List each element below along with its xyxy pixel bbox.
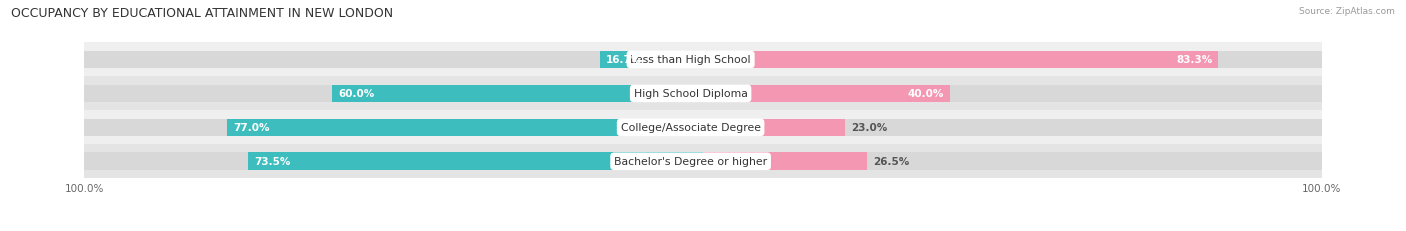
Text: OCCUPANCY BY EDUCATIONAL ATTAINMENT IN NEW LONDON: OCCUPANCY BY EDUCATIONAL ATTAINMENT IN N… [11, 7, 394, 20]
Text: 60.0%: 60.0% [337, 89, 374, 99]
Text: Source: ZipAtlas.com: Source: ZipAtlas.com [1299, 7, 1395, 16]
Text: 40.0%: 40.0% [908, 89, 945, 99]
Text: Less than High School: Less than High School [630, 55, 751, 65]
Text: 73.5%: 73.5% [254, 157, 291, 167]
Bar [84, 119, 703, 137]
Bar [84, 51, 703, 69]
Bar [703, 51, 1219, 69]
Bar [703, 119, 1322, 137]
Text: 83.3%: 83.3% [1175, 55, 1212, 65]
Text: Bachelor's Degree or higher: Bachelor's Degree or higher [614, 157, 768, 167]
Bar [703, 153, 1322, 170]
Text: 26.5%: 26.5% [873, 157, 910, 167]
Bar [84, 43, 1322, 77]
Text: 23.0%: 23.0% [852, 123, 887, 133]
Bar [84, 111, 1322, 145]
Bar [703, 85, 950, 103]
Text: College/Associate Degree: College/Associate Degree [620, 123, 761, 133]
Bar [703, 85, 1322, 103]
Text: High School Diploma: High School Diploma [634, 89, 748, 99]
Bar [226, 119, 703, 137]
Text: 77.0%: 77.0% [233, 123, 270, 133]
Bar [84, 153, 703, 170]
Bar [332, 85, 703, 103]
Bar [703, 153, 868, 170]
Bar [84, 77, 1322, 111]
Bar [84, 85, 703, 103]
Bar [703, 51, 1322, 69]
Text: 16.7%: 16.7% [606, 55, 643, 65]
Bar [84, 145, 1322, 179]
Bar [703, 119, 845, 137]
Bar [600, 51, 703, 69]
Bar [249, 153, 703, 170]
